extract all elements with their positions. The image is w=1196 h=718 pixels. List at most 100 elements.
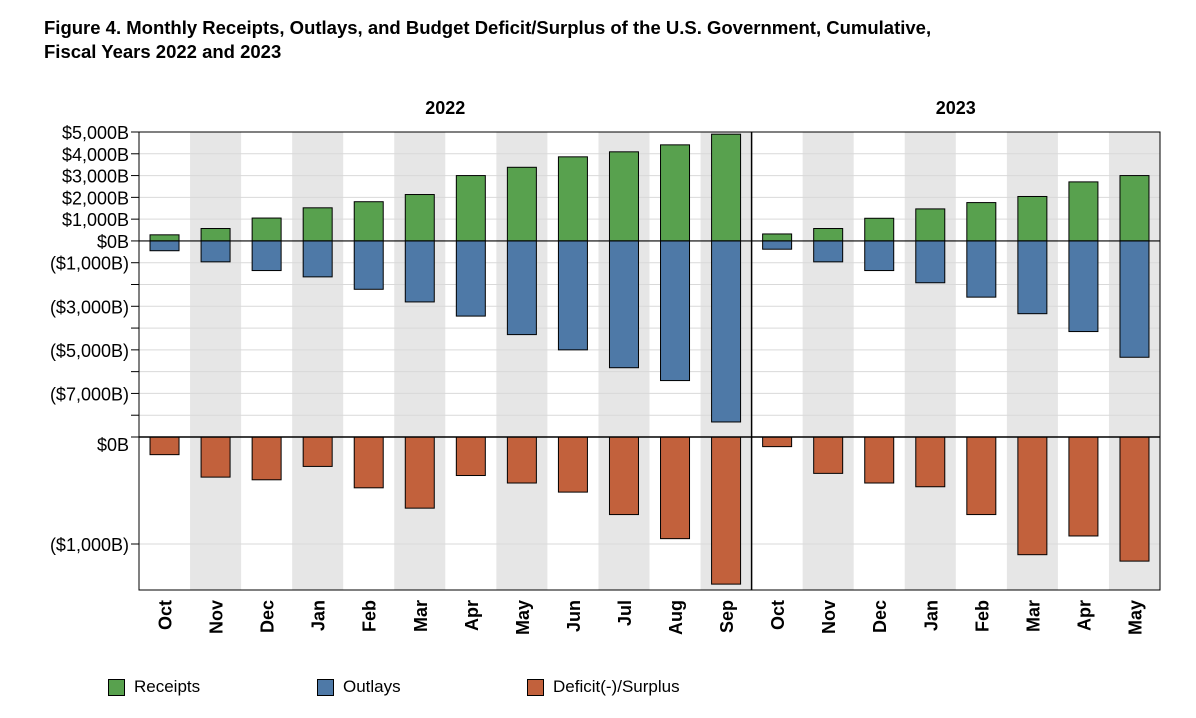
- chart-title: Figure 4. Monthly Receipts, Outlays, and…: [44, 16, 1164, 64]
- outlays-bar-2022-oct: [149, 240, 180, 252]
- outlays-bar-2022-may: [506, 240, 537, 336]
- outlays-bar-2023-may: [1119, 240, 1150, 358]
- deficit-bar-2022-dec: [251, 436, 282, 481]
- y-tick-label: $4,000B: [62, 145, 129, 165]
- deficit-bar-2022-apr: [455, 436, 486, 477]
- x-tick-label-2023-may: May: [1125, 600, 1145, 635]
- receipts-bar-2022-jan: [302, 207, 333, 242]
- x-tick-label-2023-nov: Nov: [819, 600, 839, 634]
- outlays-bar-2023-mar: [1017, 240, 1048, 315]
- x-tick-label-2022-nov: Nov: [207, 600, 227, 634]
- receipts-bar-2023-apr: [1068, 181, 1099, 242]
- chart-title-line2: Fiscal Years 2022 and 2023: [44, 41, 282, 62]
- y-tick-label: $3,000B: [62, 167, 129, 187]
- receipts-bar-2022-oct: [149, 234, 180, 242]
- x-tick-label-2022-dec: Dec: [258, 600, 278, 633]
- deficit-bar-2022-oct: [149, 436, 180, 456]
- deficit-bar-2023-may: [1119, 436, 1150, 562]
- receipts-bar-2022-may: [506, 166, 537, 242]
- receipts-bar-2022-aug: [660, 144, 691, 242]
- receipts-bar-2022-nov: [200, 228, 231, 242]
- outlays-bar-2023-feb: [966, 240, 997, 298]
- receipts-bar-2023-feb: [966, 202, 997, 242]
- legend-receipts-swatch: [108, 678, 125, 696]
- receipts-bar-2023-jan: [915, 208, 946, 242]
- outlays-bar-2022-mar: [404, 240, 435, 303]
- plot-frame: [138, 131, 1161, 591]
- receipts-bar-2023-mar: [1017, 195, 1048, 242]
- outlays-bar-2022-nov: [200, 240, 231, 263]
- y-tick-label: ($5,000B): [50, 341, 129, 361]
- y-tick-label: $1,000B: [62, 210, 129, 230]
- outlays-bar-2022-aug: [660, 240, 691, 382]
- outlays-bar-2022-jan: [302, 240, 333, 278]
- receipts-bar-2022-mar: [404, 194, 435, 242]
- x-tick-label-2022-jan: Jan: [309, 600, 329, 631]
- x-tick-label-2022-mar: Mar: [411, 600, 431, 632]
- y-tick-label-deficit: $0B: [97, 435, 129, 455]
- column-band: [190, 132, 242, 590]
- column-band: [904, 132, 956, 590]
- receipts-bar-2022-sep: [711, 133, 742, 242]
- receipts-bar-2023-dec: [864, 217, 895, 242]
- x-tick-label-2023-dec: Dec: [870, 600, 890, 633]
- deficit-bar-2022-jun: [557, 436, 588, 493]
- deficit-bar-2022-may: [506, 436, 537, 484]
- deficit-bar-2023-jan: [915, 436, 946, 488]
- y-tick-label-deficit: ($1,000B): [50, 535, 129, 555]
- outlays-bar-2023-jan: [915, 240, 946, 284]
- outlays-bar-2023-dec: [864, 240, 895, 272]
- receipts-bar-2022-feb: [353, 201, 384, 242]
- receipts-bar-2022-jun: [557, 156, 588, 242]
- x-tick-label-2022-jul: Jul: [615, 600, 635, 626]
- x-tick-label-2022-apr: Apr: [462, 600, 482, 631]
- y-tick-label: $0B: [97, 232, 129, 252]
- x-tick-label-2023-apr: Apr: [1074, 600, 1094, 631]
- column-band: [292, 132, 344, 590]
- deficit-bar-2023-feb: [966, 436, 997, 516]
- deficit-bar-2022-sep: [711, 436, 742, 585]
- outlays-bar-2022-jul: [608, 240, 639, 369]
- y-tick-label: ($3,000B): [50, 297, 129, 317]
- deficit-bar-2022-aug: [660, 436, 691, 540]
- chart-title-line1: Figure 4. Monthly Receipts, Outlays, and…: [44, 17, 932, 38]
- column-band: [802, 132, 854, 590]
- legend-receipts: Receipts: [108, 676, 200, 698]
- outlays-bar-2022-apr: [455, 240, 486, 317]
- legend-deficit-label: Deficit(-)/Surplus: [553, 677, 680, 696]
- y-tick-label: ($7,000B): [50, 384, 129, 404]
- deficit-bar-2022-nov: [200, 436, 231, 478]
- deficit-bar-2023-dec: [864, 436, 895, 484]
- x-tick-label-2023-feb: Feb: [972, 600, 992, 632]
- receipts-bar-2023-nov: [813, 228, 844, 242]
- x-tick-label-2023-jan: Jan: [921, 600, 941, 631]
- y-tick-label: $2,000B: [62, 188, 129, 208]
- outlays-bar-2022-jun: [557, 240, 588, 351]
- y-tick-label: $5,000B: [62, 123, 129, 143]
- receipts-bar-2022-apr: [455, 175, 486, 242]
- legend-outlays-label: Outlays: [343, 677, 401, 696]
- x-tick-label-2022-aug: Aug: [666, 600, 686, 635]
- receipts-bar-2023-oct: [762, 233, 793, 242]
- x-tick-label-2022-jun: Jun: [564, 600, 584, 632]
- receipts-bar-2023-may: [1119, 175, 1150, 242]
- receipts-bar-2022-jul: [608, 151, 639, 242]
- x-tick-label-2022-sep: Sep: [717, 600, 737, 633]
- deficit-bar-2022-jul: [608, 436, 639, 516]
- outlays-bar-2022-sep: [711, 240, 742, 423]
- deficit-bar-2023-apr: [1068, 436, 1099, 537]
- deficit-bar-2023-mar: [1017, 436, 1048, 556]
- x-tick-label-2023-oct: Oct: [768, 600, 788, 630]
- legend-receipts-label: Receipts: [134, 677, 201, 696]
- x-tick-label-2023-mar: Mar: [1023, 600, 1043, 632]
- x-tick-label-2022-oct: Oct: [156, 600, 176, 630]
- year-header-2023: 2023: [936, 98, 976, 118]
- legend-deficit-swatch: [527, 678, 544, 696]
- deficit-bar-2023-oct: [762, 436, 793, 448]
- y-tick-label: ($1,000B): [50, 254, 129, 274]
- outlays-bar-2023-nov: [813, 240, 844, 263]
- deficit-bar-2022-jan: [302, 436, 333, 467]
- deficit-bar-2022-mar: [404, 436, 435, 509]
- legend-deficit: Deficit(-)/Surplus: [527, 676, 680, 698]
